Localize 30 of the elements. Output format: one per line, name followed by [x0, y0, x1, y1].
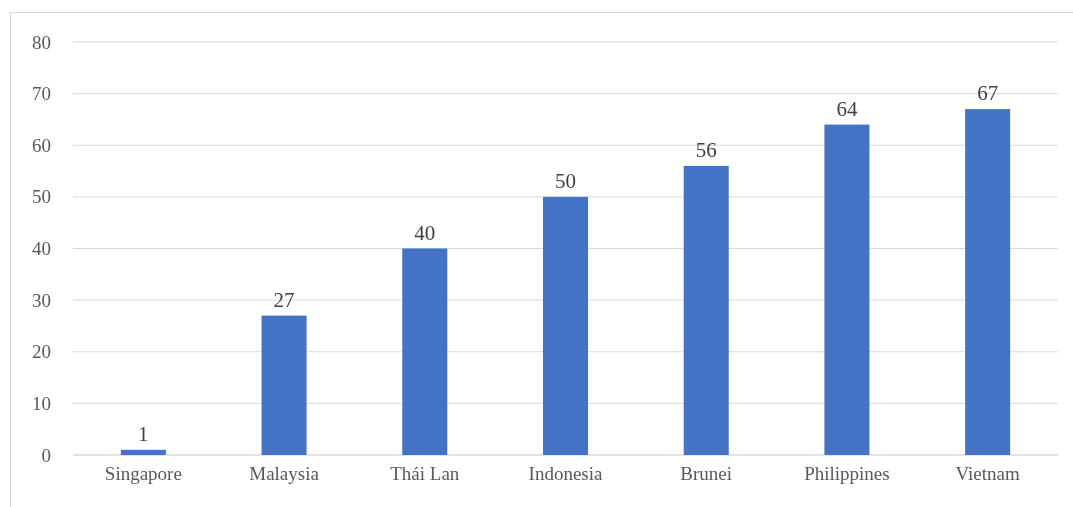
y-tick-label: 30 [32, 289, 51, 311]
data-label: 50 [555, 168, 576, 193]
bar [542, 196, 589, 455]
data-label: 40 [414, 220, 436, 245]
y-tick-label: 70 [32, 83, 51, 105]
data-label: 1 [138, 421, 149, 446]
y-tick-label: 0 [41, 444, 51, 466]
x-tick-label: Philippines [804, 463, 890, 485]
y-tick-label: 40 [32, 238, 51, 260]
bar [683, 165, 729, 455]
data-label: 56 [695, 137, 717, 162]
data-label: 67 [977, 81, 999, 106]
y-tick-label: 60 [32, 134, 51, 156]
bar [261, 315, 307, 455]
bar [965, 109, 1011, 455]
bar [824, 124, 870, 455]
bar [402, 248, 448, 455]
y-tick-label: 50 [32, 186, 51, 208]
x-tick-label: Vietnam [955, 463, 1020, 485]
x-tick-label: Brunei [680, 463, 733, 485]
x-tick-label: Indonesia [528, 463, 603, 485]
x-tick-label: Thái Lan [390, 463, 460, 485]
x-tick-label: Singapore [104, 463, 182, 485]
y-tick-label: 20 [32, 341, 51, 363]
y-tick-label: 80 [32, 31, 51, 53]
y-tick-label: 10 [32, 392, 51, 414]
data-label: 64 [836, 96, 858, 121]
bar [120, 449, 166, 455]
x-tick-label: Malaysia [249, 463, 320, 485]
data-label: 27 [273, 287, 295, 312]
